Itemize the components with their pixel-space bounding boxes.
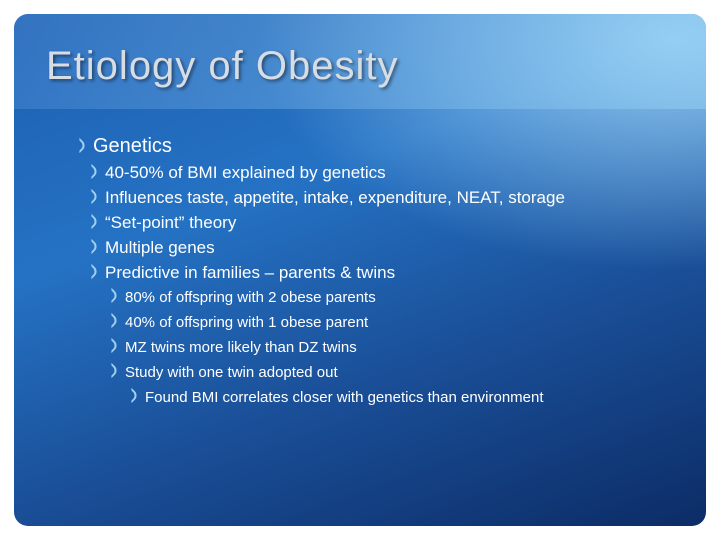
bullet-item: Study with one twin adopted out Found BMI… <box>106 360 664 410</box>
bullet-text: Influences taste, appetite, intake, expe… <box>86 185 664 210</box>
bullet-text: Found BMI correlates closer with genetic… <box>126 385 664 410</box>
slide: Etiology of Obesity Genetics 40-50% of BM… <box>14 14 706 526</box>
bullet-item: Predictive in families – parents & twins… <box>86 260 664 410</box>
bullet-list: Found BMI correlates closer with genetic… <box>126 385 664 410</box>
bullet-item: “Set-point” theory <box>86 210 664 235</box>
title-band <box>14 14 706 109</box>
bullet-item: 40% of offspring with 1 obese parent <box>106 310 664 335</box>
bullet-text: Study with one twin adopted out <box>106 360 664 385</box>
bullet-text: Multiple genes <box>86 235 664 260</box>
bullet-list: Genetics 40-50% of BMI explained by genet… <box>74 132 664 410</box>
content: Genetics 40-50% of BMI explained by genet… <box>74 132 664 410</box>
bullet-text: 40-50% of BMI explained by genetics <box>86 160 664 185</box>
bullet-text: “Set-point” theory <box>86 210 664 235</box>
bullet-text: Predictive in families – parents & twins <box>86 260 664 285</box>
bullet-item: 40-50% of BMI explained by genetics <box>86 160 664 185</box>
bullet-text: 40% of offspring with 1 obese parent <box>106 310 664 335</box>
bullet-item: MZ twins more likely than DZ twins <box>106 335 664 360</box>
bullet-text: Genetics <box>74 132 664 160</box>
bullet-item: Found BMI correlates closer with genetic… <box>126 385 664 410</box>
bullet-item: Influences taste, appetite, intake, expe… <box>86 185 664 210</box>
bullet-item: 80% of offspring with 2 obese parents <box>106 285 664 310</box>
bullet-list: 40-50% of BMI explained by genetics Influ… <box>86 160 664 410</box>
bullet-item: Genetics 40-50% of BMI explained by genet… <box>74 132 664 410</box>
bullet-list: 80% of offspring with 2 obese parents 40%… <box>106 285 664 410</box>
slide-title: Etiology of Obesity <box>46 44 399 88</box>
bullet-text: 80% of offspring with 2 obese parents <box>106 285 664 310</box>
bullet-item: Multiple genes <box>86 235 664 260</box>
bullet-text: MZ twins more likely than DZ twins <box>106 335 664 360</box>
